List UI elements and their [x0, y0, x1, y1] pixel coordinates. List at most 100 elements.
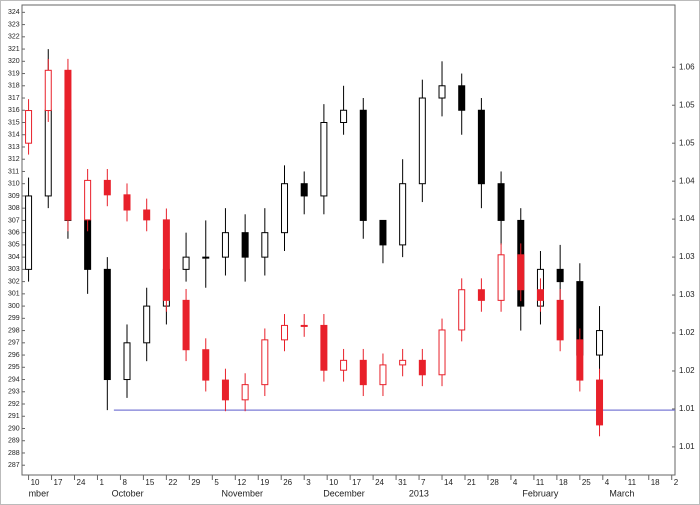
y-tick-label: 298	[8, 327, 20, 334]
candle-body	[44, 109, 52, 197]
y-tick-label: 315	[8, 119, 20, 126]
candle-body	[477, 289, 485, 301]
y2-tick-label: 1.05	[679, 100, 695, 109]
x-tick-label: 10	[329, 478, 338, 487]
y2-tick-label: 1.06	[679, 62, 695, 71]
candle-body	[44, 69, 52, 112]
y2-tick-label: 1.02	[679, 366, 695, 375]
x-tick-label: 15	[145, 478, 154, 487]
x-tick-label: 4	[605, 478, 610, 487]
candle-body	[123, 194, 131, 211]
candle-body	[399, 183, 407, 246]
x-tick-label: 24	[77, 478, 86, 487]
candle-body	[162, 219, 170, 301]
x-tick-label: 22	[168, 478, 177, 487]
candle-body	[84, 179, 92, 221]
candle-body	[418, 359, 426, 376]
candle-body	[182, 256, 190, 270]
y-tick-label: 304	[8, 254, 20, 261]
candle-body	[25, 110, 33, 144]
x-tick-label: 4	[513, 478, 518, 487]
y-tick-label: 301	[8, 291, 20, 298]
candle-body	[261, 339, 269, 386]
candle-body	[320, 122, 328, 197]
x-tick-label: 19	[260, 478, 269, 487]
y-tick-label: 312	[8, 156, 20, 163]
y2-tick-label: 1.04	[679, 176, 695, 185]
x-tick-label: 1	[99, 478, 104, 487]
candle-body	[556, 268, 564, 283]
y-tick-label: 318	[8, 83, 20, 90]
candle-body	[359, 109, 367, 221]
x-tick-label: 28	[490, 478, 499, 487]
y-tick-label: 322	[8, 34, 20, 41]
y-tick-label: 303	[8, 266, 20, 273]
y-tick-label: 317	[8, 95, 20, 102]
candle-body	[340, 359, 348, 371]
x-tick-label: 26	[283, 478, 292, 487]
candle-body	[477, 109, 485, 185]
y-tick-label: 320	[8, 58, 20, 65]
x-tick-label: 10	[31, 478, 40, 487]
x-tick-label: 12	[237, 478, 246, 487]
x-tick-label: 17	[54, 478, 63, 487]
candle-body	[103, 268, 111, 381]
candle-body	[25, 195, 33, 270]
x-tick-label: 11	[628, 478, 637, 487]
y-tick-label: 305	[8, 242, 20, 249]
x-tick-label: 14	[444, 478, 453, 487]
candle-body	[221, 232, 229, 258]
y-tick-label: 297	[8, 340, 20, 347]
candle-body	[202, 349, 210, 381]
y-tick-label: 293	[8, 389, 20, 396]
candle-body	[281, 324, 289, 341]
x-tick-label: 18	[559, 478, 568, 487]
month-label: 2013	[409, 488, 429, 498]
y-tick-label: 313	[8, 144, 20, 151]
candle-body	[103, 179, 111, 196]
y-tick-label: 291	[8, 413, 20, 420]
month-label: February	[522, 488, 559, 498]
candle-body	[379, 219, 387, 246]
candle-body	[320, 324, 328, 371]
y2-tick-label: 1.01	[679, 404, 695, 413]
y-tick-label: 306	[8, 230, 20, 237]
candle-body	[182, 299, 190, 351]
candle-body	[202, 256, 210, 259]
y-tick-label: 321	[8, 46, 20, 53]
month-label: November	[222, 488, 264, 498]
y-tick-label: 307	[8, 217, 20, 224]
y2-tick-label: 1.03	[679, 290, 695, 299]
candle-body	[300, 324, 308, 327]
candle-body	[241, 232, 249, 258]
y-tick-label: 324	[8, 9, 20, 16]
y-tick-label: 309	[8, 193, 20, 200]
y-tick-label: 311	[8, 168, 19, 175]
candle-body	[359, 359, 367, 386]
x-tick-label: 8	[122, 478, 127, 487]
candle-body	[281, 183, 289, 234]
x-tick-label: 21	[467, 478, 476, 487]
x-tick-label: 29	[191, 478, 200, 487]
candle-body	[497, 254, 505, 301]
candle-body	[241, 384, 249, 401]
month-label: mber	[29, 488, 50, 498]
candle-body	[497, 183, 505, 221]
y-tick-label: 294	[8, 376, 20, 383]
month-label: October	[112, 488, 144, 498]
x-tick-label: 11	[536, 478, 545, 487]
x-tick-label: 7	[421, 478, 426, 487]
candle-body	[123, 342, 131, 381]
y-tick-label: 287	[8, 462, 20, 469]
plot-frame	[21, 4, 676, 476]
x-tick-label: 2	[674, 478, 679, 487]
candle-body	[340, 109, 348, 123]
candle-body	[221, 379, 229, 401]
candle-body	[438, 329, 446, 376]
y-tick-label: 299	[8, 315, 20, 322]
candle-body	[596, 330, 604, 356]
y-tick-label: 288	[8, 450, 20, 457]
month-label: December	[323, 488, 365, 498]
